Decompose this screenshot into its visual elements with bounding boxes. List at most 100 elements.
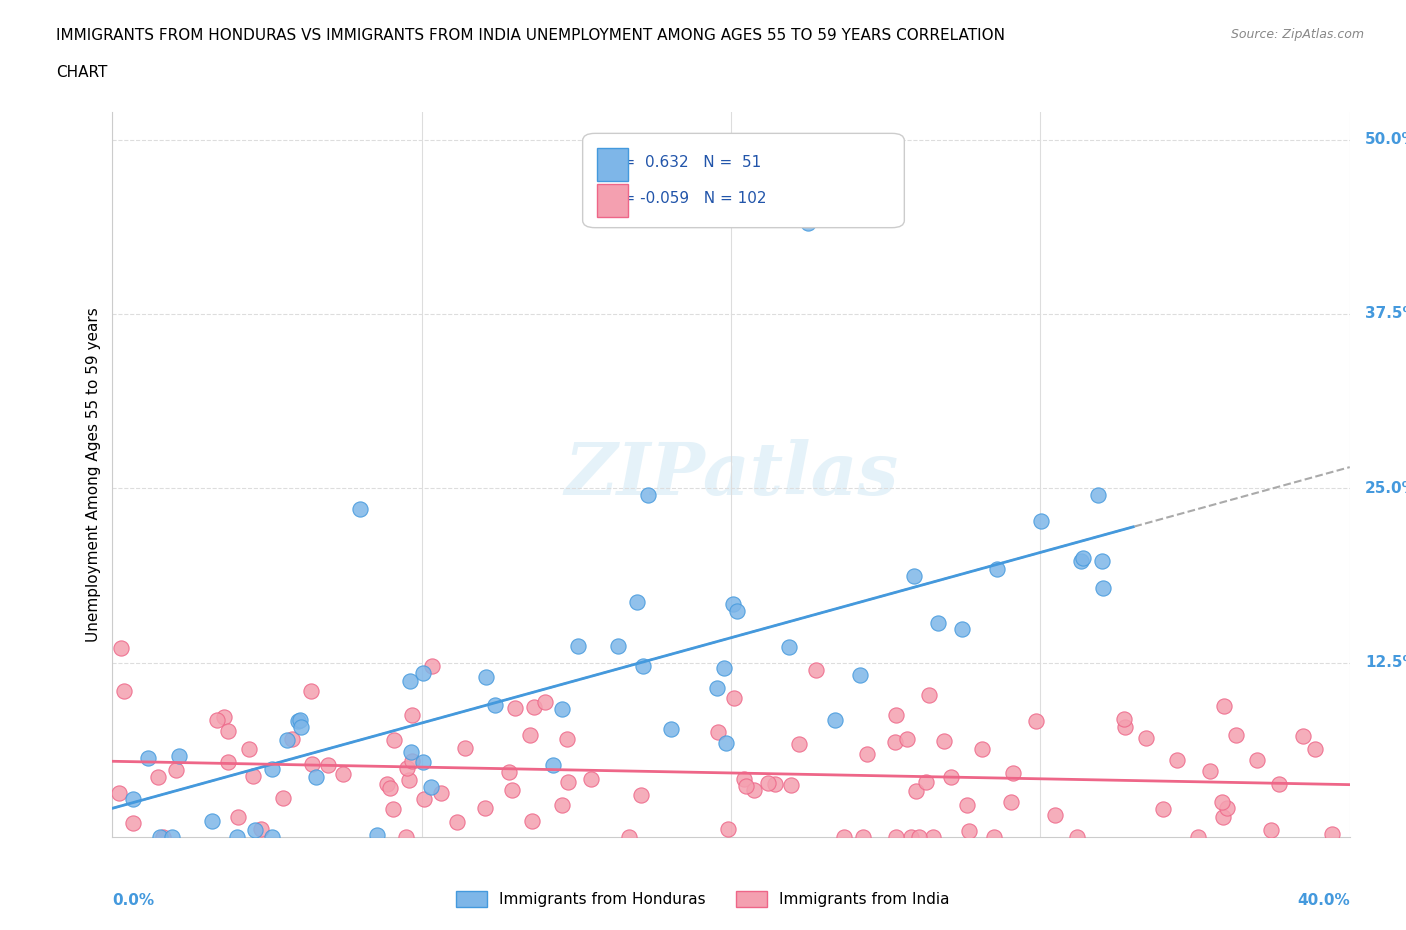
Point	[972, 741, 994, 756]
Point	[557, 775, 579, 790]
Point	[474, 801, 496, 816]
Point	[1071, 551, 1094, 565]
Text: 25.0%: 25.0%	[1365, 481, 1406, 496]
Point	[152, 830, 174, 844]
Text: 40.0%: 40.0%	[1296, 893, 1350, 908]
Legend: Immigrants from Honduras, Immigrants from India: Immigrants from Honduras, Immigrants fro…	[450, 884, 956, 913]
Point	[551, 798, 574, 813]
Point	[1246, 752, 1268, 767]
Point	[332, 766, 354, 781]
Point	[1215, 801, 1237, 816]
Point	[606, 639, 628, 654]
Point	[498, 764, 520, 779]
Point	[1135, 730, 1157, 745]
Point	[413, 791, 436, 806]
Point	[523, 699, 546, 714]
Point	[136, 751, 159, 765]
Text: R = -0.059   N = 102: R = -0.059 N = 102	[607, 192, 766, 206]
Point	[201, 814, 224, 829]
Point	[927, 616, 949, 631]
Point	[305, 770, 328, 785]
Point	[446, 815, 468, 830]
Point	[956, 798, 979, 813]
Point	[886, 707, 908, 722]
Point	[475, 670, 498, 684]
Point	[401, 708, 423, 723]
Point	[723, 690, 745, 705]
Point	[918, 687, 941, 702]
Point	[122, 816, 145, 830]
Point	[217, 754, 239, 769]
Point	[107, 785, 129, 800]
Point	[883, 735, 905, 750]
Point	[900, 830, 922, 844]
Point	[714, 736, 737, 751]
Point	[420, 658, 443, 673]
Point	[316, 757, 339, 772]
Point	[249, 821, 271, 836]
Point	[957, 823, 980, 838]
Point	[855, 747, 877, 762]
Text: ZIPatlas: ZIPatlas	[564, 439, 898, 510]
Point	[903, 568, 925, 583]
Point	[824, 712, 846, 727]
Point	[630, 788, 652, 803]
Text: 0.0%: 0.0%	[112, 893, 155, 908]
Point	[950, 621, 973, 636]
Point	[1213, 698, 1236, 713]
Point	[366, 828, 388, 843]
Point	[1225, 727, 1247, 742]
Point	[1320, 826, 1343, 841]
Point	[797, 216, 820, 231]
Point	[725, 604, 748, 618]
Point	[1091, 580, 1114, 595]
Point	[633, 658, 655, 673]
Point	[983, 830, 1005, 844]
Point	[1002, 765, 1025, 780]
Point	[395, 830, 418, 844]
Point	[501, 782, 523, 797]
Point	[733, 772, 755, 787]
Point	[557, 731, 579, 746]
Point	[915, 775, 938, 790]
Point	[567, 639, 589, 654]
Point	[1091, 553, 1114, 568]
Point	[146, 769, 169, 784]
Point	[290, 720, 312, 735]
Point	[122, 791, 145, 806]
Point	[763, 777, 786, 791]
Point	[520, 814, 543, 829]
Point	[384, 732, 406, 747]
Point	[1303, 741, 1326, 756]
Point	[713, 660, 735, 675]
Point	[1211, 794, 1233, 809]
Text: R =  0.632   N =  51: R = 0.632 N = 51	[607, 155, 762, 170]
Bar	[598, 184, 628, 217]
Point	[412, 754, 434, 769]
Point	[226, 810, 249, 825]
Point	[375, 777, 398, 791]
Point	[271, 790, 294, 805]
Point	[932, 734, 955, 749]
Point	[226, 830, 249, 844]
Point	[939, 769, 962, 784]
Point	[1268, 777, 1291, 791]
Point	[1087, 487, 1109, 502]
Point	[533, 695, 555, 710]
Point	[243, 822, 266, 837]
Point	[454, 740, 477, 755]
Point	[1112, 711, 1135, 726]
Point	[721, 597, 744, 612]
Point	[852, 830, 875, 844]
Point	[637, 487, 659, 502]
Point	[288, 712, 311, 727]
Point	[1152, 802, 1174, 817]
Point	[1070, 554, 1092, 569]
Point	[1066, 830, 1088, 844]
Text: CHART: CHART	[56, 65, 108, 80]
Point	[1114, 719, 1136, 734]
Point	[276, 733, 298, 748]
Point	[301, 684, 323, 698]
Point	[398, 673, 420, 688]
Text: 37.5%: 37.5%	[1365, 306, 1406, 322]
